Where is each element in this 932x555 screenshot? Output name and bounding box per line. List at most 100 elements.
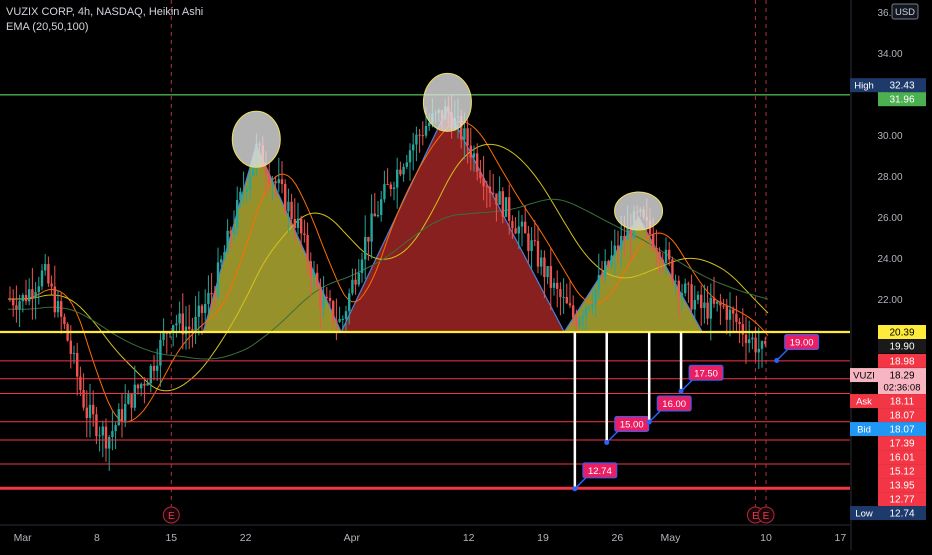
indicator-legend[interactable]: EMA (20,50,100): [6, 21, 89, 33]
earnings-marker: [162, 506, 180, 524]
price-badge-value: 18.07: [889, 425, 914, 436]
candle-body: [120, 409, 124, 422]
candle-body: [229, 230, 232, 234]
candle-body: [578, 318, 581, 326]
candle-body: [607, 261, 610, 266]
candle-body: [517, 226, 520, 234]
price-badge-value: 18.29: [889, 371, 914, 382]
candle-body: [178, 313, 181, 324]
candle-body: [319, 286, 322, 309]
candle-body: [661, 259, 664, 263]
candle-body: [232, 227, 236, 234]
price-badge-value: 18.07: [889, 411, 914, 422]
candle-body: [354, 279, 357, 285]
candle-body: [524, 221, 527, 234]
candle-body: [328, 297, 332, 302]
candle-body: [620, 235, 623, 251]
candle-body: [479, 171, 482, 178]
candle-body: [741, 324, 744, 335]
candle-body: [95, 414, 98, 437]
candle-body: [600, 275, 604, 278]
price-badge-value: 18.11: [890, 397, 915, 408]
candle-body: [418, 134, 421, 136]
candle-body: [124, 403, 127, 422]
candle-body: [764, 341, 767, 344]
peak-highlight-circle: [231, 110, 281, 168]
candle-body: [204, 303, 207, 313]
candle-body: [37, 286, 40, 293]
candle-body: [130, 394, 133, 408]
candle-body: [341, 318, 344, 320]
target-label: 16.00: [662, 399, 686, 410]
candle-body: [127, 394, 130, 404]
candle-body: [213, 294, 216, 297]
candle-body: [280, 179, 284, 184]
candle-body: [274, 181, 277, 184]
time-axis-tick-label: 17: [835, 532, 847, 544]
candle-body: [709, 297, 712, 319]
peak-highlight-circle: [422, 72, 472, 132]
price-axis-tick-label: 26.00: [877, 213, 902, 224]
price-badge: [878, 368, 926, 395]
candle-body: [530, 240, 533, 252]
price-axis-tick-label: 34.00: [877, 49, 902, 60]
candle-body: [28, 289, 31, 302]
candle-body: [111, 431, 114, 438]
candle-body: [392, 187, 396, 190]
candle-body: [466, 128, 469, 146]
head-triangle: [340, 107, 566, 333]
candle-body: [287, 201, 290, 212]
target-label: 15.00: [620, 420, 644, 431]
candle-body: [527, 233, 530, 252]
price-badge-tag: [850, 422, 878, 437]
candle-body: [216, 262, 220, 297]
candle-body: [50, 283, 53, 287]
candle-body: [738, 321, 741, 325]
candle-body: [421, 135, 424, 137]
price-badge-value: 17.39: [889, 439, 914, 450]
candle-body: [751, 337, 754, 340]
candle-body: [655, 248, 658, 252]
candle-body: [271, 181, 274, 184]
candle-body: [402, 166, 405, 175]
candle-body: [428, 122, 431, 126]
candle-body: [735, 313, 738, 322]
candle-body: [760, 341, 764, 349]
candle-body: [69, 340, 72, 354]
candle-body: [376, 214, 380, 217]
candle-body: [172, 325, 175, 333]
candle-body: [386, 184, 389, 186]
price-badge: [878, 478, 926, 493]
candle-body: [597, 275, 600, 290]
candle-body: [72, 352, 76, 354]
candle-body: [415, 134, 418, 145]
candle-body: [47, 264, 50, 284]
candle-body: [223, 252, 226, 260]
candle-body: [472, 153, 476, 158]
candle-body: [277, 179, 280, 184]
candle-body: [684, 283, 687, 294]
time-axis-tick-label: 19: [537, 532, 549, 544]
candle-body: [690, 284, 693, 310]
target-label: 12.74: [588, 466, 612, 477]
candle-body: [364, 236, 367, 260]
candle-body: [476, 153, 479, 172]
candle-body: [389, 184, 392, 190]
candle-body: [703, 302, 706, 308]
candle-body: [351, 279, 354, 294]
currency-label: USD: [895, 7, 915, 18]
price-badge-value: 19.90: [889, 342, 914, 353]
candle-body: [380, 199, 383, 215]
price-badge-tag-label: VUZI: [853, 371, 875, 382]
target-label-box: [784, 334, 820, 350]
price-badge: [878, 464, 926, 479]
price-badge: [878, 492, 926, 507]
candle-body: [245, 189, 248, 192]
candle-body: [677, 280, 680, 297]
candle-body: [469, 145, 472, 158]
price-badge-value: 18.98: [889, 356, 914, 367]
candle-body: [181, 313, 184, 335]
time-axis-tick-label: Apr: [344, 532, 361, 544]
